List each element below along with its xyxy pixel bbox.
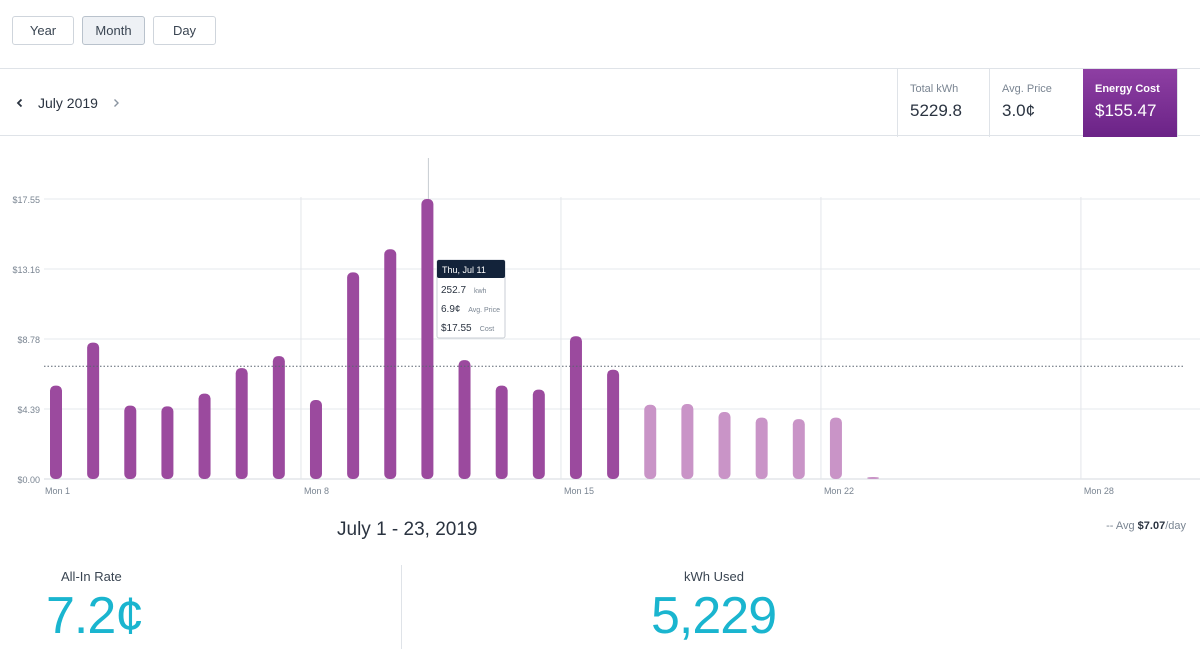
x-tick-label: Mon 22 — [824, 486, 854, 496]
stat-avg-price-label: Avg. Price — [1002, 83, 1052, 95]
stat-energy-cost-label: Energy Cost — [1095, 83, 1160, 95]
stat-total-kwh-value: 5229.8 — [910, 101, 962, 120]
y-tick-label: $17.55 — [12, 195, 40, 205]
kwh-used-value: 5,229 — [651, 587, 777, 645]
x-tick-label: Mon 15 — [564, 486, 594, 496]
bar-day-21[interactable] — [792, 419, 805, 479]
tooltip-unit: kwh — [474, 288, 487, 295]
x-tick-label: Mon 1 — [45, 486, 70, 496]
bar-day-12[interactable] — [458, 360, 471, 479]
bar-day-17[interactable] — [644, 404, 657, 479]
kpi-divider — [401, 565, 402, 649]
bar-day-2[interactable] — [87, 342, 100, 479]
bar-day-1[interactable] — [50, 385, 62, 479]
energy-cost-chart: $0.00 $4.39 $8.78 $13.16 $17.55 Mon 1 Mon 8 Mon… — [12, 158, 1200, 496]
bar-day-18[interactable] — [681, 404, 694, 479]
stat-total-kwh-label: Total kWh — [910, 83, 959, 95]
stat-divider — [1177, 69, 1178, 137]
all-in-rate-label: All-In Rate — [61, 569, 122, 584]
tooltip-header — [437, 260, 505, 278]
bar-day-15[interactable] — [569, 336, 582, 479]
tooltip-unit: Avg. Price — [468, 307, 500, 314]
avg-suffix: /day — [1165, 520, 1186, 532]
y-tick-label: $4.39 — [17, 405, 40, 415]
y-tick-label: $13.16 — [12, 265, 40, 275]
stat-total-kwh[interactable]: Total kWh 5229.8 — [897, 69, 989, 137]
bar-day-4[interactable] — [161, 406, 174, 479]
x-tick-label: Mon 8 — [304, 486, 329, 496]
bar-day-11[interactable] — [421, 199, 434, 479]
chevron-right-icon[interactable] — [108, 95, 124, 111]
bar-day-5[interactable] — [198, 393, 211, 479]
stat-avg-price-value: 3.0¢ — [1002, 101, 1036, 120]
bar-day-6[interactable] — [235, 368, 248, 479]
tooltip-value: $17.55 — [441, 323, 472, 334]
stat-energy-cost[interactable]: Energy Cost $155.47 — [1083, 69, 1177, 137]
tooltip-value: 252.7 — [441, 285, 466, 296]
period-header: July 2019 Total kWh 5229.8 Avg. Price 3.… — [0, 68, 1200, 137]
bar-day-10[interactable] — [384, 249, 397, 479]
bar-day-14[interactable] — [532, 389, 545, 479]
range-title: July 1 - 23, 2019 — [337, 519, 478, 540]
bar-day-22[interactable] — [829, 417, 842, 479]
stat-avg-price[interactable]: Avg. Price 3.0¢ — [989, 69, 1083, 137]
x-tick-label: Mon 28 — [1084, 486, 1114, 496]
bar-day-16[interactable] — [607, 369, 620, 479]
avg-value: $7.07 — [1137, 520, 1166, 532]
tab-month[interactable]: Month — [82, 16, 145, 45]
bar-day-20[interactable] — [755, 417, 768, 479]
view-tabs: Year Month Day — [12, 16, 216, 45]
period-label: July 2019 — [38, 95, 98, 111]
y-tick-label: $0.00 — [17, 475, 40, 485]
stat-energy-cost-value: $155.47 — [1095, 101, 1157, 120]
tooltip-date: Thu, Jul 11 — [442, 265, 486, 275]
tooltip-unit: Cost — [480, 326, 494, 333]
avg-prefix: -- Avg — [1106, 520, 1135, 532]
bar-day-23[interactable] — [867, 477, 880, 479]
y-tick-label: $8.78 — [17, 335, 40, 345]
kwh-used-label: kWh Used — [684, 569, 744, 584]
bar-day-13[interactable] — [495, 385, 508, 479]
bar-day-7[interactable] — [272, 356, 285, 479]
avg-per-day-note: -- Avg $7.07/day — [1106, 520, 1186, 532]
tooltip-value: 6.9¢ — [441, 304, 460, 315]
bar-day-3[interactable] — [124, 405, 137, 479]
all-in-rate-value: 7.2¢ — [46, 587, 144, 645]
bar-day-8[interactable] — [309, 400, 322, 479]
chevron-left-icon[interactable] — [12, 95, 28, 111]
tab-year[interactable]: Year — [12, 16, 74, 45]
bar-day-9[interactable] — [347, 272, 360, 479]
period-navigator: July 2019 — [12, 69, 124, 137]
tab-day[interactable]: Day — [153, 16, 216, 45]
bar-day-19[interactable] — [718, 411, 731, 479]
